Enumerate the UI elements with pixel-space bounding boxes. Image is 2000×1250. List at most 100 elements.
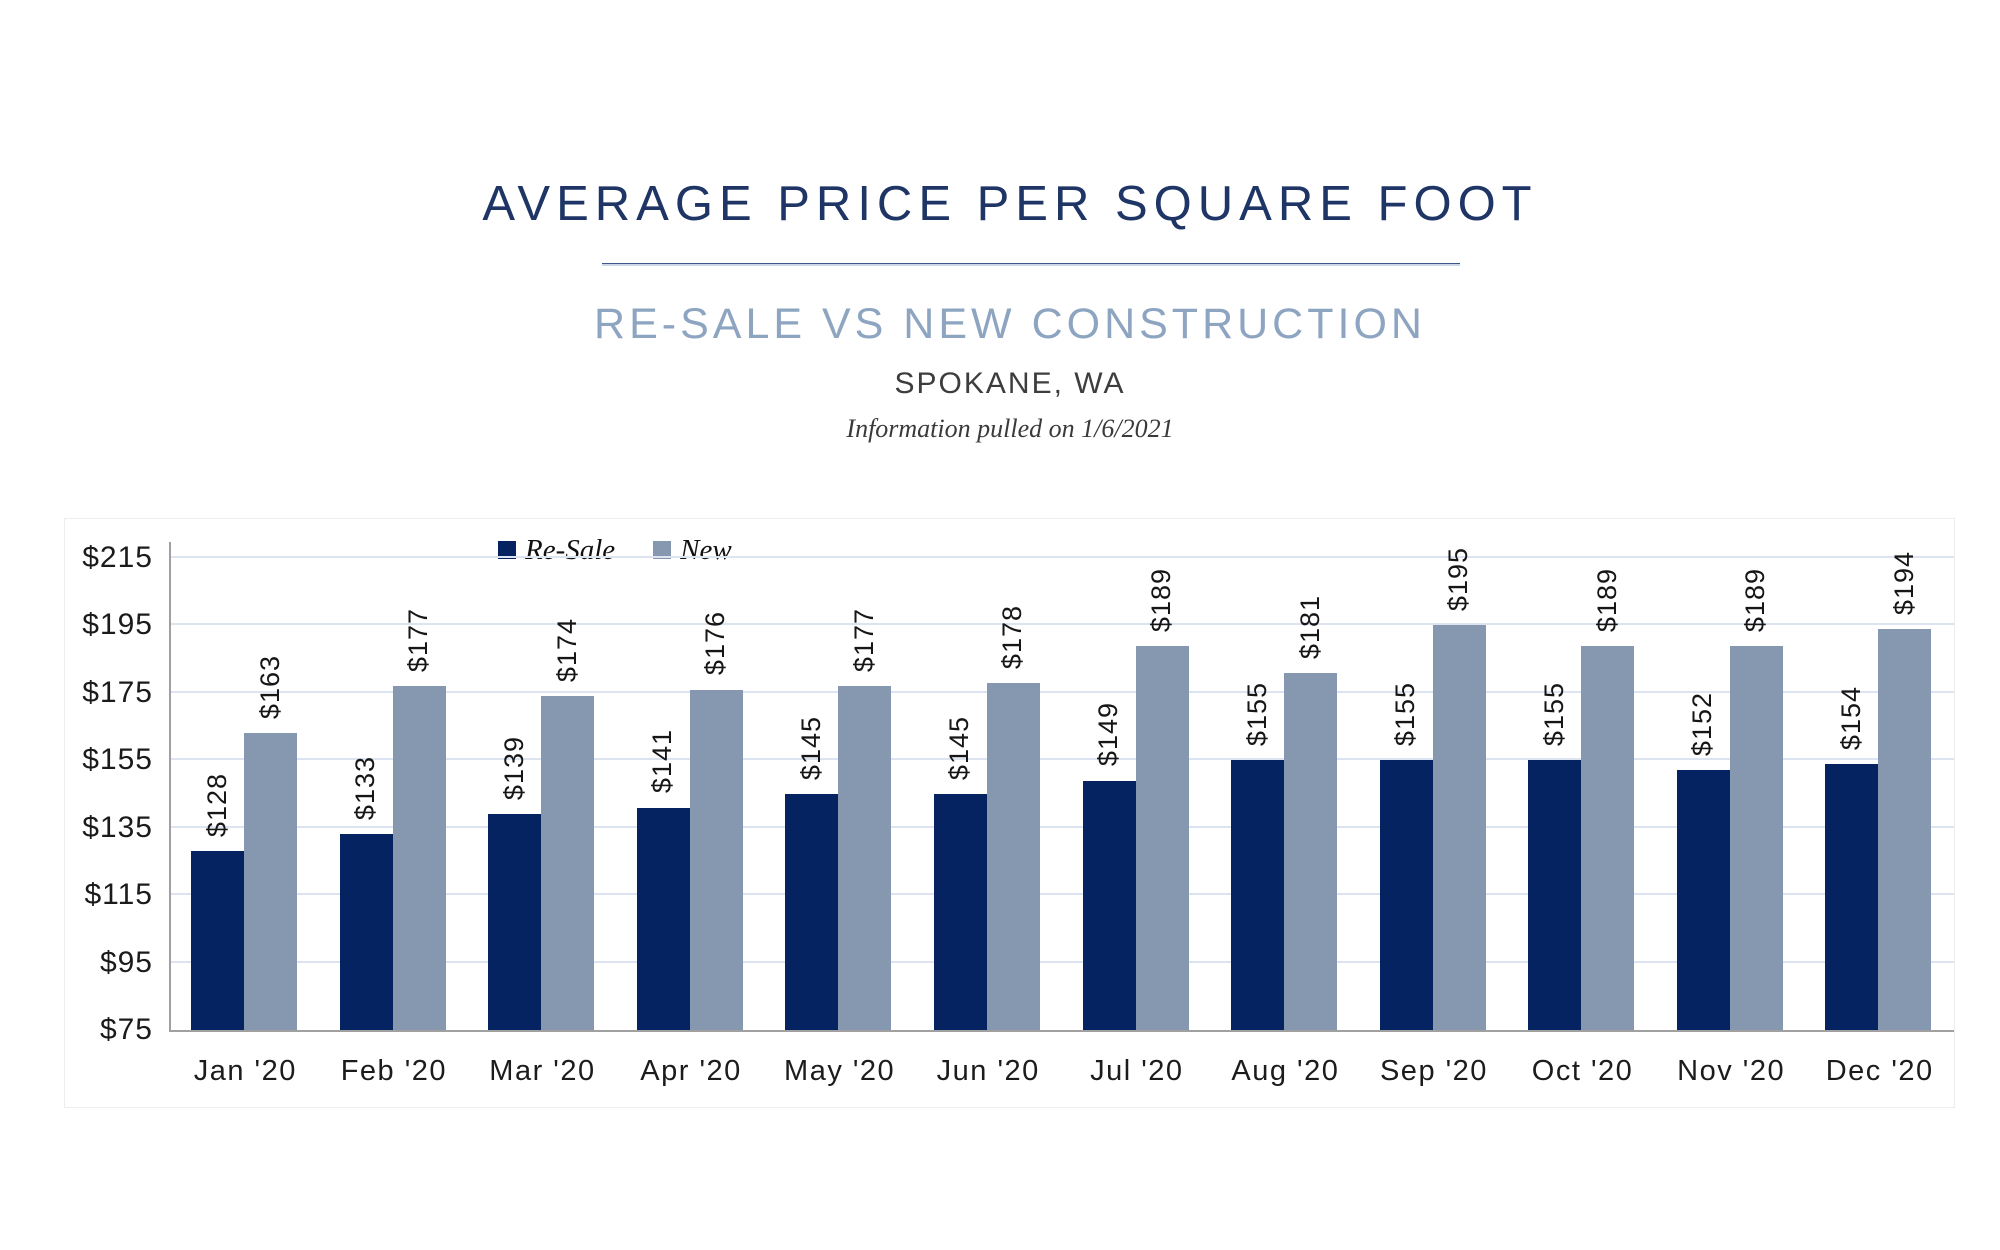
bar-group-jun20: $145 $178: [914, 542, 1063, 1030]
bar-value-label: $139: [498, 736, 529, 801]
bar-group-oct20: $155 $189: [1508, 542, 1657, 1030]
x-tick-label: Oct '20: [1531, 1055, 1634, 1087]
bar-re-sale: [1379, 760, 1433, 1030]
legend-label: Re-Sale: [525, 533, 616, 566]
bar-value-label: $141: [647, 729, 678, 794]
bar-re-sale: [1676, 770, 1730, 1030]
x-tick-label: Apr '20: [640, 1055, 742, 1087]
y-tick-label: $115: [84, 878, 153, 912]
bar-value-label: $145: [944, 715, 975, 780]
bar-group-feb20: $133 $177: [320, 542, 469, 1030]
x-tick-label: Jun '20: [936, 1055, 1040, 1087]
location-label: SPOKANE, WA: [894, 367, 1126, 400]
bar-re-sale: [1231, 760, 1285, 1030]
gridline-115: [171, 893, 1954, 896]
bar-value-label: $189: [1146, 567, 1176, 632]
x-tick-label: Aug '20: [1231, 1055, 1340, 1087]
bar-group-aug20: $155 $181: [1211, 542, 1360, 1030]
bar-new: [392, 686, 446, 1030]
info-note: Information pulled on 1/6/2021: [846, 414, 1174, 443]
bar-value-label: $152: [1687, 692, 1718, 757]
bar-new: [1432, 625, 1486, 1030]
bar-value-label: $174: [551, 618, 582, 683]
bar-re-sale: [1825, 763, 1879, 1030]
legend-item-re-sale: Re-Sale: [498, 534, 615, 567]
bar-new: [1284, 672, 1338, 1030]
bar-new: [1878, 628, 1932, 1030]
bar-group-apr20: $141 $176: [617, 542, 766, 1030]
legend-item-new: New: [653, 534, 732, 567]
y-tick-label: $175: [82, 675, 153, 709]
bar-value-label: $189: [1591, 567, 1622, 632]
bar-value-label: $177: [403, 608, 434, 673]
x-tick-label: May '20: [784, 1055, 896, 1087]
gridline-215: [171, 556, 1954, 558]
x-axis-line: [169, 1030, 1954, 1032]
bar-value-label: $177: [848, 608, 879, 673]
y-axis-line: [169, 542, 171, 1030]
page-title: AVERAGE PRICE PER SQUARE FOOT: [482, 177, 1538, 231]
bar-value-label: $181: [1294, 594, 1325, 659]
x-tick-label: Nov '20: [1677, 1055, 1786, 1087]
x-tick-label: Feb '20: [340, 1055, 448, 1087]
bar-value-label: $189: [1740, 567, 1771, 632]
gridline-195: [171, 623, 1954, 626]
gridline-175: [171, 690, 1954, 693]
bar-value-label: $133: [350, 756, 381, 821]
bar-new: [689, 689, 743, 1030]
bar-re-sale: [1528, 760, 1582, 1030]
bar-re-sale: [339, 834, 393, 1030]
gridline-95: [171, 960, 1954, 963]
bar-group-sep20: $155 $195: [1360, 542, 1509, 1030]
bar-value-label: $155: [1241, 682, 1272, 747]
bar-value-label: $176: [700, 611, 731, 676]
y-tick-label: $95: [99, 945, 153, 979]
x-tick-label: Jan '20: [193, 1055, 297, 1087]
chart-legend: Re-Sale New: [498, 534, 732, 566]
bar-new: [986, 682, 1040, 1030]
legend-label: New: [680, 533, 732, 566]
plot-area: Re-Sale New $128 $163 $133 $177 $139 $174 $141 $…: [169, 534, 1954, 1032]
y-tick-label: $75: [99, 1013, 153, 1046]
bar-group-jan20: $128 $163: [171, 542, 320, 1030]
bar-group-jul20: $149 $189: [1063, 542, 1212, 1030]
bar-re-sale: [933, 794, 987, 1030]
bar-group-nov20: $152 $189: [1657, 542, 1806, 1030]
x-tick-label: Jul '20: [1090, 1055, 1184, 1087]
bar-new: [541, 696, 595, 1030]
x-tick-label: Mar '20: [489, 1055, 596, 1087]
bar-value-label: $145: [795, 715, 826, 780]
bar-value-label: $195: [1443, 547, 1474, 612]
gridline-155: [171, 758, 1954, 761]
bar-group-mar20: $139 $174: [468, 542, 617, 1030]
bar-new: [244, 733, 297, 1030]
bar-value-label: $149: [1093, 702, 1123, 767]
bar-re-sale: [636, 807, 690, 1030]
bar-value-label: $163: [254, 655, 285, 720]
y-tick-label: $195: [82, 608, 153, 642]
bar-value-label: $128: [201, 773, 232, 838]
bar-value-label: $155: [1390, 682, 1421, 747]
bar-value-label: $194: [1888, 550, 1919, 615]
bar-group-dec20: $154 $194: [1805, 542, 1954, 1030]
legend-swatch-icon: [498, 541, 516, 559]
title-divider: [602, 263, 1460, 266]
bar-group-may20: $145 $177: [765, 542, 914, 1030]
bar-value-label: $154: [1835, 685, 1866, 750]
bar-re-sale: [785, 794, 839, 1030]
bar-new: [838, 686, 892, 1030]
y-tick-label: $155: [82, 743, 153, 777]
page-subtitle: RE-SALE VS NEW CONSTRUCTION: [594, 300, 1426, 348]
chart-card: Re-Sale New $128 $163 $133 $177 $139 $174 $141 $…: [64, 518, 1955, 1108]
bar-value-label: $155: [1538, 682, 1569, 747]
bar-re-sale: [488, 814, 542, 1030]
legend-swatch-icon: [653, 541, 672, 559]
bar-new: [1135, 645, 1189, 1030]
bar-new: [1581, 645, 1635, 1030]
x-tick-label: Dec '20: [1825, 1055, 1934, 1087]
bar-re-sale: [1082, 780, 1136, 1030]
bar-re-sale: [191, 851, 244, 1030]
x-tick-label: Sep '20: [1379, 1055, 1488, 1087]
y-tick-label: $215: [82, 541, 153, 574]
bar-new: [1729, 645, 1783, 1030]
